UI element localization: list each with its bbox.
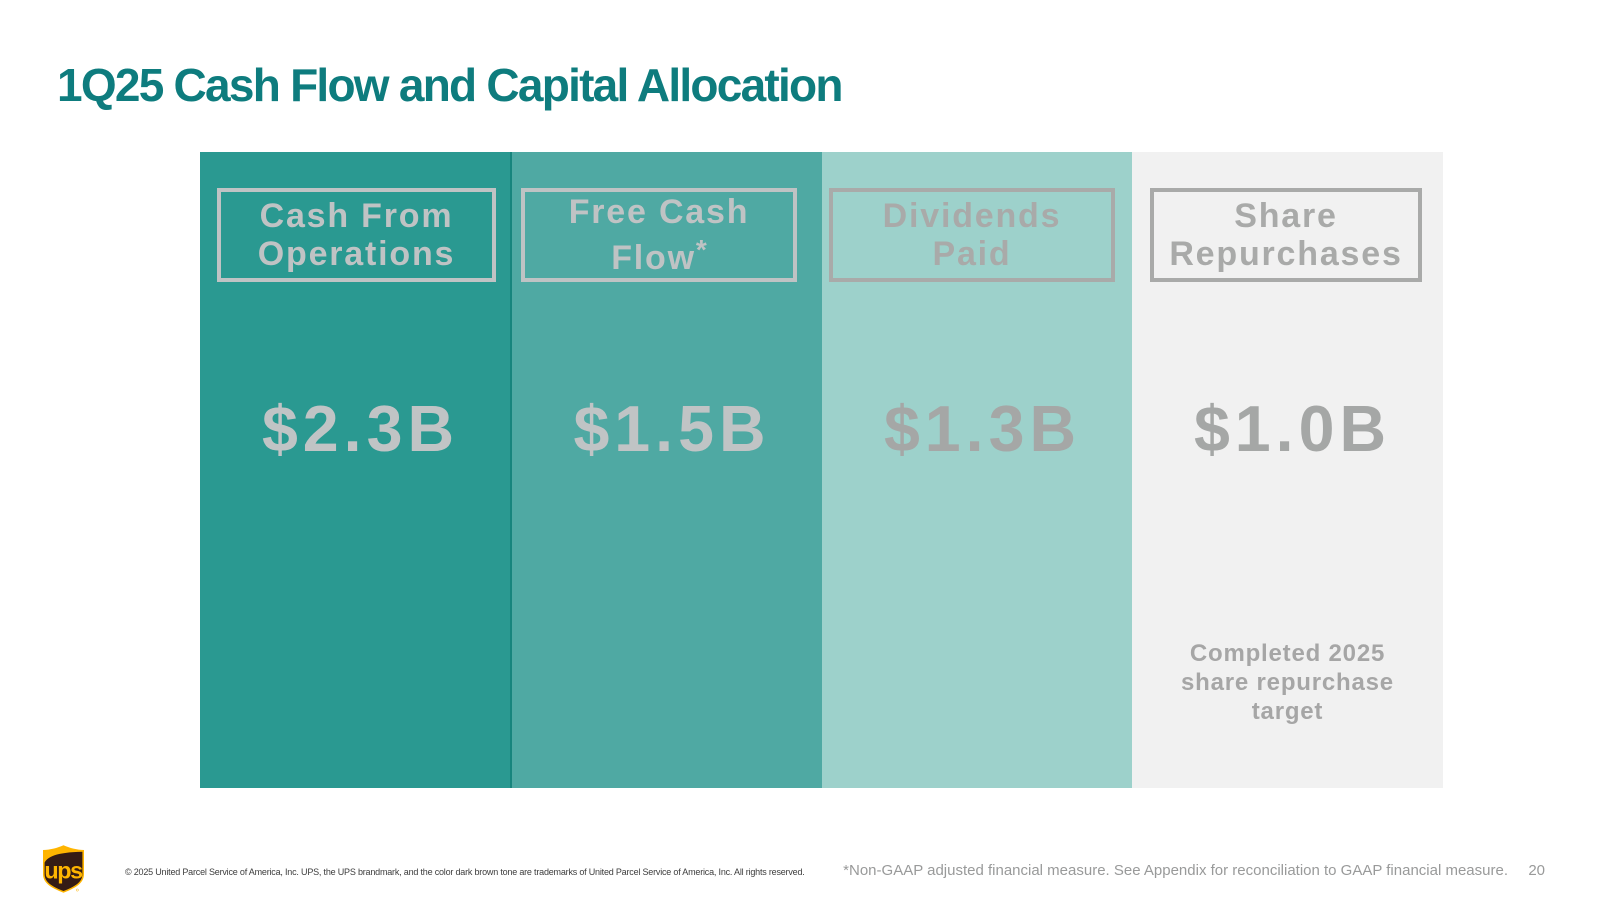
svg-text:ups: ups (44, 858, 83, 884)
